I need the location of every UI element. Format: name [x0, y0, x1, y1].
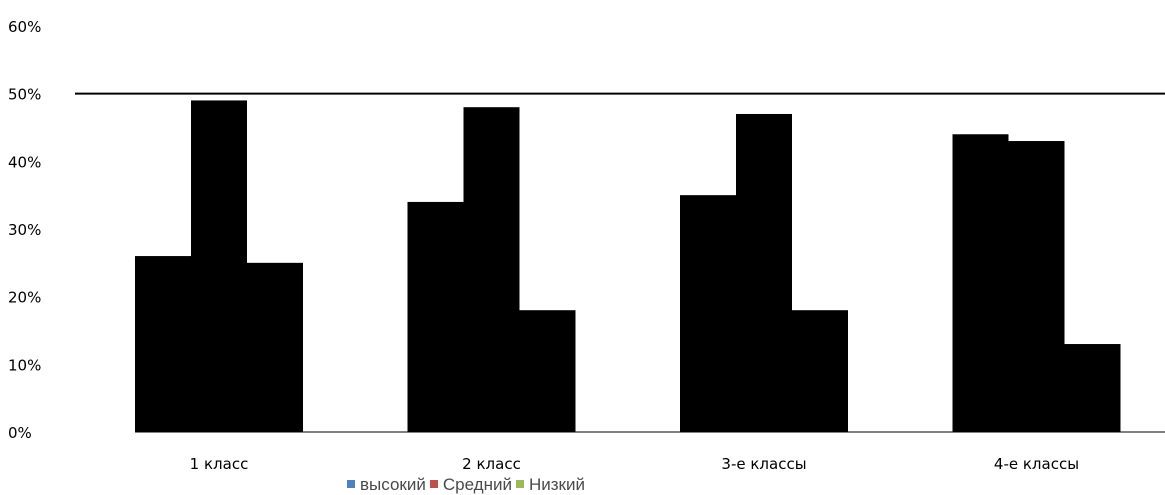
- legend-label: Низкий: [528, 475, 585, 494]
- bar-chart: 0% 10% 20% 30% 40% 50% 60% 1 класс 2 класс 3-е к…: [8, 18, 1165, 473]
- legend-swatch: [429, 480, 438, 488]
- x-tick-label: 2 класс: [462, 455, 521, 473]
- bar-Низкий-4-е классы: [1064, 344, 1121, 432]
- bar-Низкий-3-е классы: [792, 310, 848, 432]
- bar-Средний-2 класс: [463, 107, 520, 432]
- y-tick-label: 20%: [8, 289, 41, 307]
- y-tick-label: 60%: [8, 18, 41, 36]
- bar-высокий-3-е классы: [680, 195, 736, 432]
- y-tick-label: 40%: [8, 153, 41, 171]
- x-tick-label: 3-е классы: [721, 455, 806, 473]
- bar-Низкий-2 класс: [519, 310, 576, 432]
- legend: высокий Средний Низкий: [0, 475, 936, 495]
- y-axis: 0% 10% 20% 30% 40% 50% 60%: [8, 18, 41, 442]
- bar-Средний-1 класс: [191, 100, 247, 432]
- legend-swatch: [347, 480, 356, 488]
- legend-item: Средний: [429, 475, 512, 495]
- bars: [135, 100, 1121, 433]
- y-tick-label: 10%: [8, 356, 41, 374]
- legend-item: Низкий: [515, 475, 585, 495]
- legend-label: Средний: [442, 475, 512, 494]
- x-tick-label: 4-е классы: [994, 455, 1079, 473]
- y-tick-label: 30%: [8, 221, 41, 239]
- legend-item: высокий: [347, 475, 426, 495]
- legend-swatch: [515, 480, 524, 488]
- y-tick-label: 50%: [8, 86, 41, 104]
- x-axis: 1 класс 2 класс 3-е классы 4-е классы: [135, 431, 1165, 473]
- bar-Средний-3-е классы: [736, 113, 792, 432]
- legend-label: высокий: [360, 475, 426, 494]
- bar-Низкий-1 класс: [247, 262, 303, 432]
- y-tick-label: 0%: [8, 424, 32, 442]
- x-tick-label: 1 класс: [190, 455, 249, 473]
- bar-высокий-1 класс: [135, 256, 191, 432]
- bar-высокий-4-е классы: [952, 134, 1009, 432]
- bar-высокий-2 класс: [407, 201, 464, 432]
- bar-Средний-4-е классы: [1008, 141, 1065, 433]
